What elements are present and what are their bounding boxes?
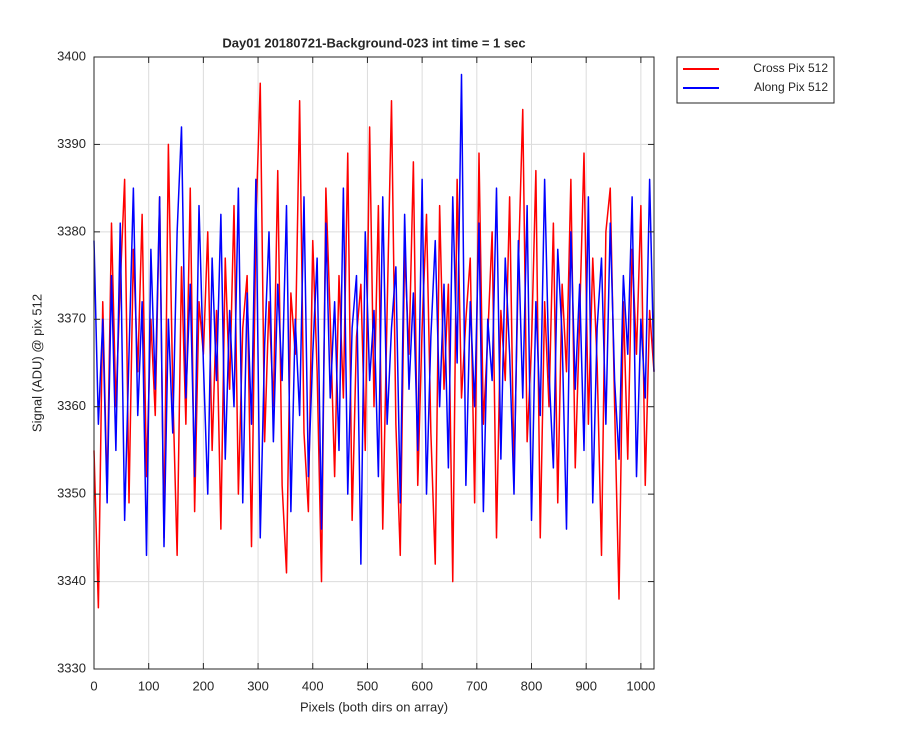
legend-label: Cross Pix 512 [753,61,828,75]
x-tick-label: 200 [193,678,215,693]
x-tick-label: 300 [247,678,269,693]
x-tick-label: 100 [138,678,160,693]
y-tick-label: 3360 [57,398,86,413]
y-tick-label: 3340 [57,573,86,588]
chart-title: Day01 20180721-Background-023 int time =… [222,35,525,50]
y-tick-label: 3350 [57,486,86,501]
legend-label: Along Pix 512 [754,80,828,94]
y-tick-label: 3330 [57,660,86,675]
y-tick-label: 3390 [57,136,86,151]
y-tick-label: 3370 [57,311,86,326]
x-tick-label: 1000 [626,678,655,693]
series-line [93,73,655,565]
y-axis-label: Signal (ADU) @ pix 512 [29,294,44,432]
y-tick-label: 3380 [57,223,86,238]
legend-box [676,56,835,104]
x-tick-label: 600 [411,678,433,693]
x-tick-label: 800 [521,678,543,693]
x-tick-label: 0 [90,678,97,693]
x-tick-label: 700 [466,678,488,693]
x-tick-label: 400 [302,678,324,693]
x-tick-label: 500 [357,678,379,693]
x-tick-label: 900 [575,678,597,693]
x-axis-label: Pixels (both dirs on array) [300,699,448,714]
axes-box [93,56,655,670]
y-tick-label: 3400 [57,48,86,63]
